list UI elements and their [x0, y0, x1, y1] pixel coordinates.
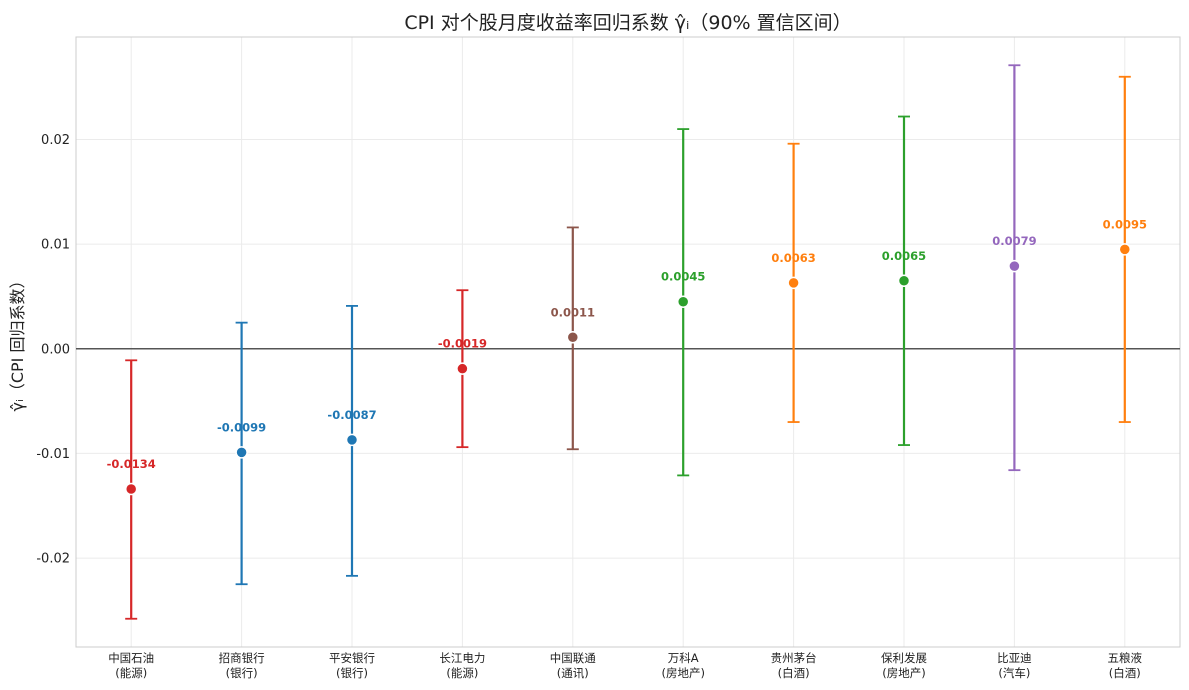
y-tick-label: -0.02: [36, 552, 70, 567]
x-tick-label: 平安银行: [329, 651, 375, 665]
point-estimate: [235, 446, 248, 459]
point-estimate: [676, 295, 690, 308]
point-estimate: [566, 331, 580, 344]
x-tick-label: 中国联通: [550, 651, 596, 665]
x-tick-label: 比亚迪: [997, 651, 1032, 665]
data-label: 0.0079: [992, 234, 1036, 248]
chart-title: CPI 对个股月度收益率回归系数 γ̂ᵢ（90% 置信区间）: [404, 12, 851, 34]
x-tick-sector-label: (银行): [226, 666, 258, 680]
data-label: 0.0095: [1103, 217, 1147, 231]
data-label: -0.0019: [438, 337, 487, 351]
point-estimate: [787, 276, 800, 290]
point-estimate: [1118, 243, 1132, 256]
data-label: 0.0065: [882, 249, 926, 263]
data-label: 0.0063: [771, 251, 815, 265]
x-tick-sector-label: (房地产): [661, 666, 704, 680]
x-tick-label: 招商银行: [219, 651, 265, 665]
point-estimate: [1008, 259, 1021, 273]
x-tick-label: 五粮液: [1108, 651, 1143, 665]
data-label: 0.0045: [661, 270, 705, 284]
x-tick-label: 贵州茅台: [771, 651, 817, 665]
y-tick-label: 0.02: [41, 133, 70, 148]
x-tick-sector-label: (能源): [446, 666, 478, 680]
y-tick-label: 0.00: [41, 342, 70, 357]
x-tick-label: 长江电力: [439, 651, 485, 665]
data-label: -0.0087: [327, 408, 376, 422]
y-axis: -0.02 -0.01 0.00 0.01 0.02: [36, 133, 70, 567]
error-bars: -0.0134 -0.0099 -0.0087 -0.0019 0.0011 0.0045…: [107, 64, 1147, 620]
x-tick-sector-label: (通讯): [557, 666, 589, 680]
x-tick-sector-label: (房地产): [882, 666, 925, 680]
x-tick-sector-label: (白酒): [1109, 666, 1141, 680]
x-tick-sector-label: (能源): [115, 666, 147, 680]
y-tick-label: 0.01: [41, 238, 70, 253]
data-label: -0.0134: [107, 457, 156, 471]
x-tick-label: 保利发展: [881, 651, 927, 665]
y-tick-label: -0.01: [36, 447, 70, 462]
point-estimate: [456, 362, 469, 375]
x-tick-label: 万科A: [668, 651, 699, 665]
point-estimate: [897, 274, 911, 288]
point-estimate: [124, 482, 138, 496]
x-tick-sector-label: (银行): [336, 666, 368, 680]
x-tick-sector-label: (汽车): [998, 666, 1030, 680]
plot-area: [75, 36, 1181, 648]
x-axis: 中国石油(能源)招商银行(银行)平安银行(银行)长江电力(能源)中国联通(通讯)…: [108, 651, 1142, 680]
data-label: -0.0099: [217, 420, 266, 434]
data-label: 0.0011: [551, 305, 595, 319]
point-estimate: [345, 433, 359, 447]
x-tick-sector-label: (白酒): [778, 666, 810, 680]
x-tick-label: 中国石油: [108, 651, 154, 665]
y-axis-label: γ̂ᵢ（CPI 回归系数）: [8, 273, 27, 412]
